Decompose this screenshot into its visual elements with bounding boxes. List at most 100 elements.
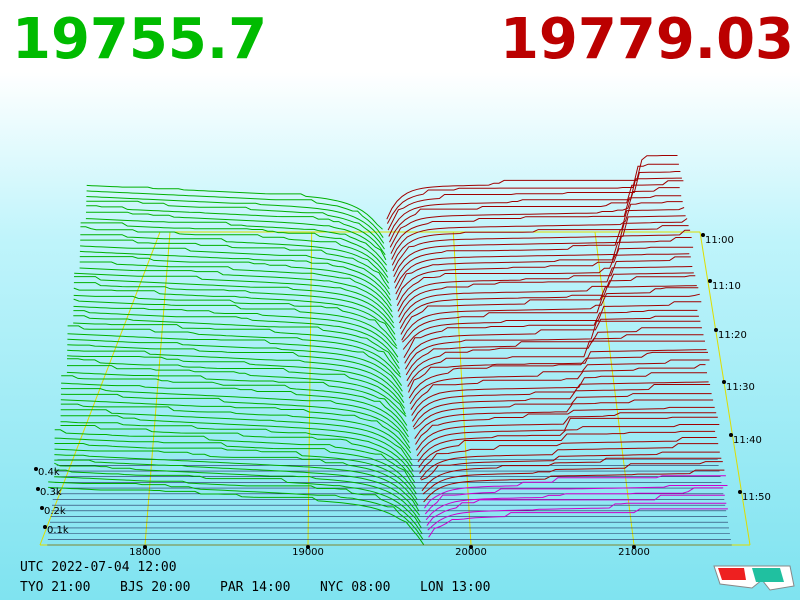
ask-curve bbox=[426, 494, 725, 526]
bid-curve bbox=[74, 276, 395, 329]
bid-curve bbox=[54, 437, 417, 495]
depth-label: 0.2k bbox=[44, 506, 66, 517]
price-grid bbox=[594, 231, 635, 546]
clock: PAR 14:00 bbox=[220, 580, 291, 595]
ask-curve bbox=[388, 177, 682, 237]
bid-curve bbox=[67, 358, 406, 415]
time-label: 11:10 bbox=[712, 281, 741, 292]
bid-curve bbox=[80, 222, 388, 273]
bid-curve bbox=[54, 459, 420, 516]
bid-curve bbox=[67, 344, 404, 398]
bid-curve bbox=[54, 469, 422, 529]
ask-curve bbox=[404, 315, 699, 364]
time-label: 11:30 bbox=[726, 382, 755, 393]
depth-label: 0.4k bbox=[38, 467, 60, 478]
bid-curve bbox=[67, 325, 402, 378]
ask-curve bbox=[421, 457, 722, 492]
ask-curve bbox=[423, 469, 725, 503]
bid-curve bbox=[80, 226, 389, 278]
ask-curve bbox=[416, 416, 718, 457]
ask-curve bbox=[397, 256, 691, 312]
ask-curve bbox=[391, 201, 683, 260]
ask-price: 19779.03 bbox=[499, 7, 794, 72]
ask-curve bbox=[405, 327, 702, 376]
bid-curve bbox=[73, 282, 396, 335]
time-tick bbox=[708, 279, 712, 283]
bid-curve bbox=[80, 239, 390, 290]
bid-curve bbox=[73, 298, 398, 349]
bid-curve bbox=[73, 287, 397, 341]
bid-curve bbox=[61, 375, 409, 432]
bid-curve bbox=[86, 196, 385, 244]
price-grid bbox=[452, 231, 472, 546]
bid-curve bbox=[60, 399, 412, 454]
ask-curve bbox=[409, 359, 710, 405]
bid-curve bbox=[73, 315, 400, 369]
bid-curve bbox=[60, 403, 413, 460]
ask-curve bbox=[404, 320, 701, 370]
bid-curve bbox=[67, 349, 405, 403]
depth-label: 0.1k bbox=[47, 525, 69, 536]
price-tick bbox=[143, 545, 147, 549]
depth-label: 0.3k bbox=[40, 487, 62, 498]
time-label: 11:20 bbox=[718, 330, 747, 341]
depth-tick bbox=[40, 506, 44, 510]
ask-curve bbox=[413, 393, 712, 430]
bid-curve bbox=[85, 218, 387, 266]
ask-curve bbox=[421, 451, 720, 481]
bid-curve bbox=[86, 205, 386, 256]
bid-curve bbox=[86, 200, 385, 250]
ask-curve bbox=[394, 229, 691, 289]
bid-curve bbox=[80, 245, 391, 295]
bid-curve bbox=[48, 481, 424, 540]
price-grid bbox=[307, 231, 313, 546]
ask-curve bbox=[399, 275, 696, 330]
time-tick bbox=[729, 433, 733, 437]
ask-curve bbox=[393, 218, 688, 278]
bid-curve bbox=[86, 211, 387, 261]
ask-curve bbox=[395, 237, 692, 295]
ask-curve bbox=[410, 364, 706, 410]
ask-curve bbox=[418, 430, 716, 468]
price-tick bbox=[632, 545, 636, 549]
bid-curve bbox=[73, 322, 401, 375]
bid-curve bbox=[54, 454, 420, 512]
ask-curve bbox=[400, 285, 697, 335]
bid-price: 19755.7 bbox=[12, 7, 268, 72]
ask-curve bbox=[412, 384, 711, 428]
clock: BJS 20:00 bbox=[120, 580, 191, 595]
bid-curve bbox=[86, 184, 383, 230]
ask-curve bbox=[393, 225, 689, 283]
ask-curve bbox=[396, 253, 690, 306]
ask-curve bbox=[424, 475, 726, 509]
bid-curve bbox=[67, 338, 403, 392]
bid-curve bbox=[60, 421, 415, 477]
clock: LON 13:00 bbox=[420, 580, 491, 595]
ask-curve bbox=[402, 301, 702, 350]
price-label: 20000 bbox=[455, 547, 487, 558]
ask-curve bbox=[386, 163, 679, 224]
ask-curve bbox=[386, 155, 678, 220]
ask-curve bbox=[389, 187, 680, 248]
bid-curve bbox=[80, 234, 390, 284]
depth-tick bbox=[36, 487, 40, 491]
bid-curve bbox=[79, 261, 393, 312]
ask-curve bbox=[408, 349, 707, 393]
bid-curve bbox=[60, 393, 411, 449]
bid-curve bbox=[54, 476, 423, 534]
bid-curve bbox=[54, 429, 417, 489]
time-tick bbox=[738, 490, 742, 494]
bid-curve bbox=[61, 388, 410, 443]
ask-curve bbox=[417, 424, 720, 463]
ask-curve bbox=[415, 412, 717, 451]
ask-curve bbox=[408, 351, 708, 399]
price-grid bbox=[144, 231, 171, 546]
depth-tick bbox=[34, 467, 38, 471]
time-label: 11:50 bbox=[742, 492, 771, 503]
utc-time: UTC 2022-07-04 12:00 bbox=[20, 560, 177, 575]
bid-curve bbox=[74, 272, 395, 324]
ask-curve bbox=[391, 207, 685, 266]
bid-curve bbox=[60, 425, 416, 483]
